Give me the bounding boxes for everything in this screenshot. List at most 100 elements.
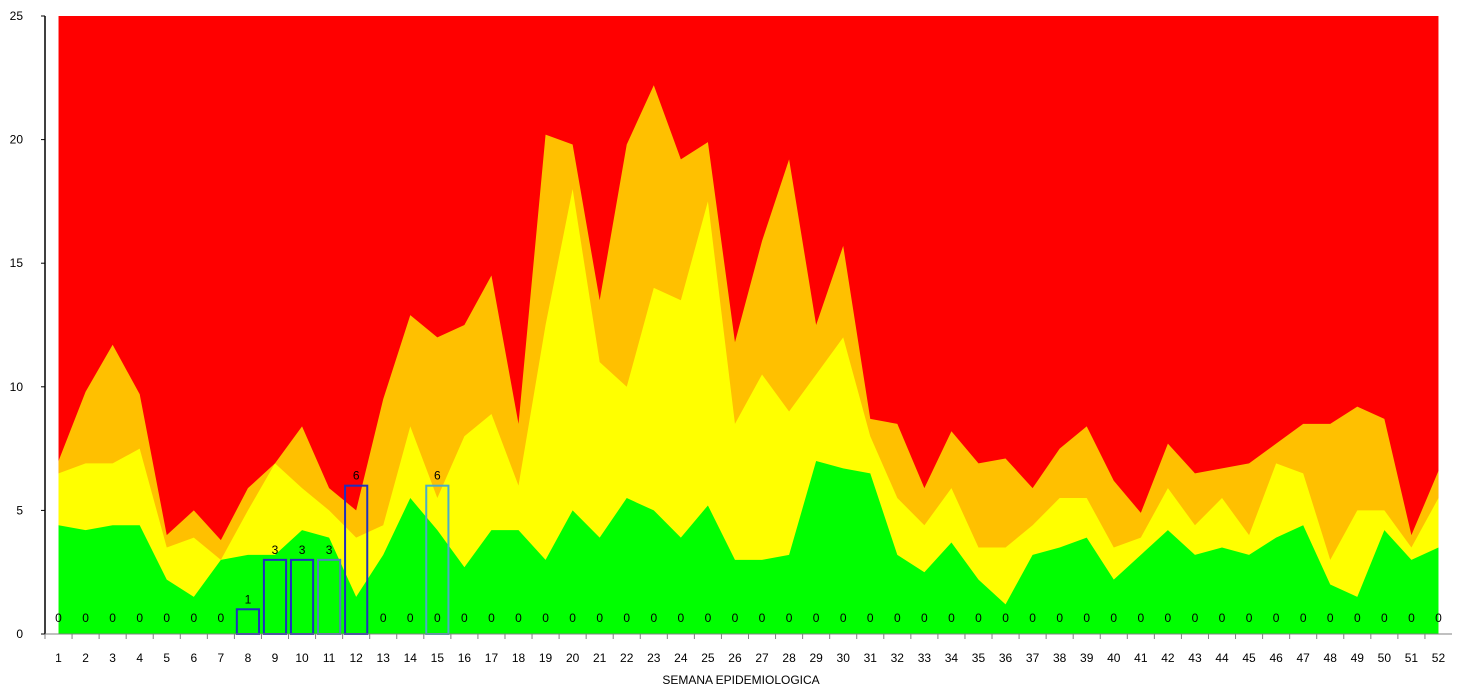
x-tick-label-27: 27 (755, 651, 769, 665)
x-tick-label-43: 43 (1188, 651, 1202, 665)
x-tick-label-35: 35 (972, 651, 986, 665)
x-tick-label-24: 24 (674, 651, 688, 665)
case-bar-label-week-8: 1 (245, 592, 252, 606)
case-value-week-6: 0 (190, 611, 197, 625)
x-tick-label-29: 29 (809, 651, 823, 665)
case-value-week-22: 0 (623, 611, 630, 625)
x-tick-label-36: 36 (999, 651, 1013, 665)
x-tick-label-3: 3 (109, 651, 116, 665)
x-tick-label-10: 10 (295, 651, 309, 665)
x-tick-label-47: 47 (1297, 651, 1311, 665)
case-value-week-35: 0 (975, 611, 982, 625)
case-value-week-25: 0 (705, 611, 712, 625)
case-value-week-20: 0 (569, 611, 576, 625)
x-tick-label-37: 37 (1026, 651, 1040, 665)
case-value-week-13: 0 (380, 611, 387, 625)
case-value-week-28: 0 (786, 611, 793, 625)
x-tick-label-17: 17 (485, 651, 499, 665)
case-bar-label-week-10: 3 (299, 543, 306, 557)
case-value-week-51: 0 (1408, 611, 1415, 625)
x-tick-label-34: 34 (945, 651, 959, 665)
case-bar-label-week-11: 3 (326, 543, 333, 557)
case-value-week-44: 0 (1219, 611, 1226, 625)
x-tick-label-14: 14 (404, 651, 418, 665)
x-tick-label-51: 51 (1405, 651, 1419, 665)
x-tick-label-33: 33 (918, 651, 932, 665)
y-tick-label-15: 15 (10, 256, 24, 270)
case-value-week-16: 0 (461, 611, 468, 625)
case-value-week-46: 0 (1273, 611, 1280, 625)
y-tick-label-0: 0 (16, 627, 23, 641)
case-value-week-39: 0 (1083, 611, 1090, 625)
case-value-week-48: 0 (1327, 611, 1334, 625)
y-tick-label-10: 10 (10, 380, 24, 394)
case-value-week-26: 0 (732, 611, 739, 625)
case-value-week-49: 0 (1354, 611, 1361, 625)
x-tick-label-30: 30 (837, 651, 851, 665)
x-tick-label-15: 15 (431, 651, 445, 665)
x-tick-label-41: 41 (1134, 651, 1148, 665)
x-tick-label-25: 25 (701, 651, 715, 665)
case-value-week-50: 0 (1381, 611, 1388, 625)
x-tick-label-2: 2 (82, 651, 89, 665)
case-value-week-32: 0 (894, 611, 901, 625)
x-tick-label-16: 16 (458, 651, 472, 665)
x-tick-label-13: 13 (377, 651, 391, 665)
case-value-week-23: 0 (650, 611, 657, 625)
x-tick-label-7: 7 (218, 651, 225, 665)
case-value-week-43: 0 (1192, 611, 1199, 625)
case-value-week-2: 0 (82, 611, 89, 625)
x-tick-label-49: 49 (1351, 651, 1365, 665)
case-value-week-36: 0 (1002, 611, 1009, 625)
x-tick-label-31: 31 (864, 651, 878, 665)
case-value-labels: 0 0 0 0 0 0 0 0 0 0 0 0 0 0 0 0 0 0 0 0 0 0 0 0 0 0 0 0 0 0 0 0 0 0 0 0 0 0 0 0… (55, 611, 1442, 625)
y-tick-label-25: 25 (10, 9, 24, 23)
case-value-week-3: 0 (109, 611, 116, 625)
x-tick-label-32: 32 (891, 651, 905, 665)
x-tick-label-42: 42 (1161, 651, 1175, 665)
case-value-week-34: 0 (948, 611, 955, 625)
zone-areas (58, 16, 1439, 635)
case-value-week-40: 0 (1110, 611, 1117, 625)
case-value-week-7: 0 (218, 611, 225, 625)
case-value-week-52: 0 (1435, 611, 1442, 625)
case-value-week-33: 0 (921, 611, 928, 625)
x-tick-label-46: 46 (1269, 651, 1283, 665)
y-tick-label-5: 5 (16, 503, 23, 517)
case-bar-label-week-9: 3 (272, 543, 279, 557)
x-tick-label-28: 28 (782, 651, 796, 665)
case-value-week-4: 0 (136, 611, 143, 625)
case-value-week-14: 0 (407, 611, 414, 625)
x-tick-label-38: 38 (1053, 651, 1067, 665)
x-tick-label-6: 6 (190, 651, 197, 665)
case-bar-label-week-12: 6 (353, 469, 360, 483)
case-value-week-41: 0 (1137, 611, 1144, 625)
x-tick-label-52: 52 (1432, 651, 1446, 665)
case-value-week-5: 0 (163, 611, 170, 625)
x-tick-label-39: 39 (1080, 651, 1094, 665)
x-tick-label-8: 8 (245, 651, 252, 665)
x-tick-label-40: 40 (1107, 651, 1121, 665)
case-value-week-17: 0 (488, 611, 495, 625)
case-value-week-29: 0 (813, 611, 820, 625)
case-value-week-30: 0 (840, 611, 847, 625)
case-value-week-24: 0 (678, 611, 685, 625)
x-tick-label-19: 19 (539, 651, 553, 665)
case-value-week-18: 0 (515, 611, 522, 625)
case-bar-label-week-15: 6 (434, 469, 441, 483)
case-value-week-1: 0 (55, 611, 62, 625)
x-tick-label-26: 26 (728, 651, 742, 665)
zone-exito (58, 460, 1439, 634)
x-tick-label-23: 23 (647, 651, 661, 665)
x-tick-label-44: 44 (1215, 651, 1229, 665)
x-tick-label-45: 45 (1242, 651, 1256, 665)
case-value-week-38: 0 (1056, 611, 1063, 625)
case-value-week-47: 0 (1300, 611, 1307, 625)
x-tick-label-20: 20 (566, 651, 580, 665)
x-tick-label-9: 9 (272, 651, 279, 665)
x-tick-label-22: 22 (620, 651, 634, 665)
case-value-week-21: 0 (596, 611, 603, 625)
case-value-week-42: 0 (1165, 611, 1172, 625)
